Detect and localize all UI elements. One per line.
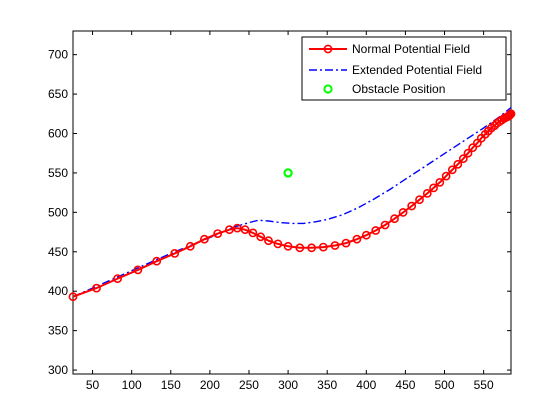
- x-tick-label: 450: [395, 378, 415, 392]
- x-tick-label: 150: [161, 378, 181, 392]
- x-tick-label: 550: [474, 378, 494, 392]
- y-tick-label: 350: [48, 324, 68, 338]
- y-tick-label: 500: [48, 205, 68, 219]
- x-tick-label: 200: [200, 378, 220, 392]
- y-tick-label: 400: [48, 284, 68, 298]
- y-tick-label: 300: [48, 363, 68, 377]
- x-tick-label: 500: [435, 378, 455, 392]
- y-tick-label: 650: [48, 87, 68, 101]
- legend: Normal Potential Field Extended Potentia…: [302, 37, 506, 100]
- x-tick-label: 100: [122, 378, 142, 392]
- x-tick-label: 250: [239, 378, 259, 392]
- x-tick-label: 50: [86, 378, 100, 392]
- x-tick-label: 350: [317, 378, 337, 392]
- legend-label-extended: Extended Potential Field: [352, 63, 482, 77]
- legend-label-normal: Normal Potential Field: [352, 42, 470, 56]
- y-tick-label: 550: [48, 166, 68, 180]
- y-tick-label: 600: [48, 127, 68, 141]
- x-tick-label: 300: [278, 378, 298, 392]
- legend-label-obstacle: Obstacle Position: [352, 82, 445, 96]
- x-tick-label: 400: [356, 378, 376, 392]
- y-tick-label: 450: [48, 245, 68, 259]
- y-tick-label: 700: [48, 48, 68, 62]
